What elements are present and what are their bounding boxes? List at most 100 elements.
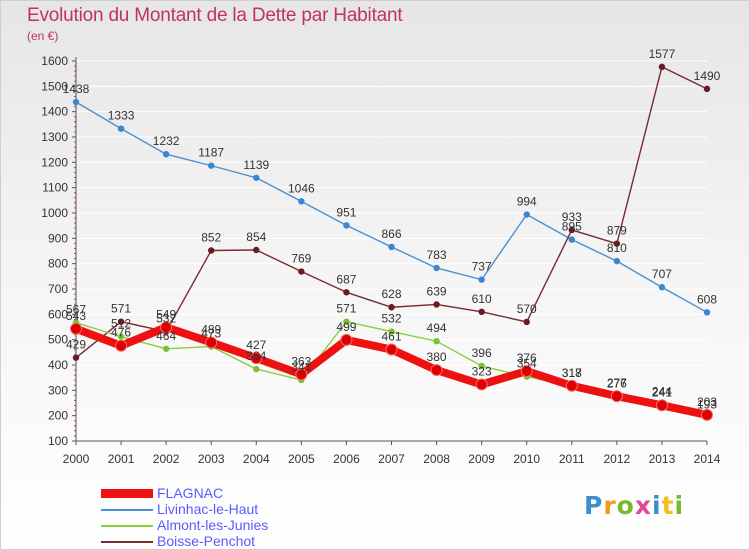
- data-point: [613, 257, 621, 265]
- legend-label: Livinhac-le-Haut: [157, 501, 259, 517]
- legend-swatch: [101, 489, 153, 498]
- data-label: 499: [336, 320, 356, 334]
- data-point: [253, 365, 260, 373]
- data-point: [701, 408, 713, 421]
- data-point: [388, 304, 395, 311]
- data-label: 852: [201, 230, 221, 244]
- data-label: 810: [607, 241, 627, 255]
- x-tick-label: 2003: [198, 452, 225, 466]
- data-point: [117, 318, 125, 325]
- data-point: [343, 222, 350, 229]
- data-label: 543: [66, 309, 86, 323]
- data-label: 277: [607, 376, 627, 390]
- data-label: 317: [562, 366, 582, 380]
- data-label: 276: [607, 376, 627, 390]
- data-point: [72, 354, 80, 361]
- x-tick-label: 2007: [378, 452, 405, 466]
- legend-item: FLAGNAC: [101, 485, 321, 501]
- y-tick-label: 1100: [42, 181, 68, 195]
- data-label: 570: [517, 302, 537, 316]
- logo-letter: x: [634, 491, 652, 520]
- data-label: 1139: [243, 158, 269, 172]
- data-point: [658, 284, 666, 291]
- legend: FLAGNAC Livinhac-le-Haut Almont-les-Junies…: [101, 485, 321, 549]
- data-point: [343, 289, 350, 296]
- y-tick-label: 300: [48, 383, 68, 397]
- data-label: 318: [562, 366, 582, 380]
- x-tick-label: 2011: [559, 452, 585, 466]
- y-tick-label: 900: [48, 231, 68, 245]
- data-point: [433, 264, 440, 272]
- data-point: [208, 162, 215, 169]
- data-point: [117, 333, 125, 340]
- y-tick-label: 1200: [41, 155, 68, 169]
- legend-item: Livinhac-le-Haut: [101, 501, 321, 517]
- data-label: 1490: [694, 69, 721, 83]
- data-point: [388, 243, 395, 251]
- data-point: [208, 247, 215, 254]
- x-tick-label: 2014: [694, 452, 721, 466]
- data-label: 1187: [198, 146, 224, 160]
- y-tick-label: 400: [48, 358, 68, 372]
- data-label: 549: [156, 307, 176, 321]
- logo-letter: o: [616, 491, 635, 520]
- data-point: [433, 301, 440, 308]
- data-label: 1046: [288, 181, 315, 195]
- data-label: 341: [291, 360, 311, 374]
- data-label: 244: [652, 385, 672, 399]
- data-point: [610, 390, 623, 403]
- x-tick-label: 2001: [108, 452, 135, 466]
- x-tick-label: 2004: [243, 452, 270, 466]
- data-point: [298, 198, 305, 205]
- data-label: 376: [517, 351, 537, 365]
- legend-swatch: [101, 525, 153, 527]
- data-label: 994: [517, 195, 537, 209]
- data-label: 567: [66, 303, 86, 317]
- data-point: [703, 85, 711, 93]
- data-label: 427: [246, 338, 266, 352]
- data-point: [205, 336, 218, 349]
- data-point: [388, 328, 395, 335]
- data-point: [568, 236, 575, 243]
- y-tick-label: 100: [48, 434, 68, 448]
- data-point: [433, 337, 440, 345]
- data-point: [162, 345, 170, 352]
- data-point: [117, 125, 125, 132]
- data-label: 571: [336, 302, 356, 316]
- data-label: 476: [111, 326, 131, 340]
- data-point: [343, 318, 350, 325]
- y-tick-label: 800: [48, 257, 68, 271]
- y-tick-label: 1300: [41, 130, 68, 144]
- y-tick-label: 1000: [41, 206, 68, 220]
- data-point: [253, 174, 260, 181]
- data-point: [72, 98, 80, 106]
- data-label: 396: [472, 346, 492, 360]
- y-tick-label: 500: [48, 333, 68, 347]
- data-point: [613, 240, 621, 247]
- data-label: 464: [156, 329, 176, 343]
- data-label: 895: [562, 220, 582, 234]
- data-point: [430, 364, 443, 377]
- unit-label: (en €): [27, 29, 59, 43]
- data-label: 628: [381, 287, 401, 301]
- x-tick-label: 2010: [513, 452, 540, 466]
- data-label: 608: [697, 292, 717, 306]
- data-point: [160, 321, 173, 334]
- data-point: [295, 368, 308, 381]
- legend-item: Boisse-Penchot: [101, 533, 321, 549]
- data-label: 879: [607, 224, 627, 238]
- data-point: [475, 378, 488, 391]
- data-point: [565, 379, 578, 392]
- data-point: [253, 246, 260, 254]
- x-tick-label: 2000: [63, 452, 90, 466]
- data-label: 610: [472, 292, 492, 306]
- legend-item: Almont-les-Junies: [101, 517, 321, 533]
- x-tick-label: 2006: [333, 452, 360, 466]
- data-point: [115, 339, 128, 352]
- data-label: 241: [652, 385, 672, 399]
- data-label: 1232: [153, 134, 180, 148]
- y-tick-label: 200: [48, 409, 68, 423]
- data-point: [478, 362, 485, 370]
